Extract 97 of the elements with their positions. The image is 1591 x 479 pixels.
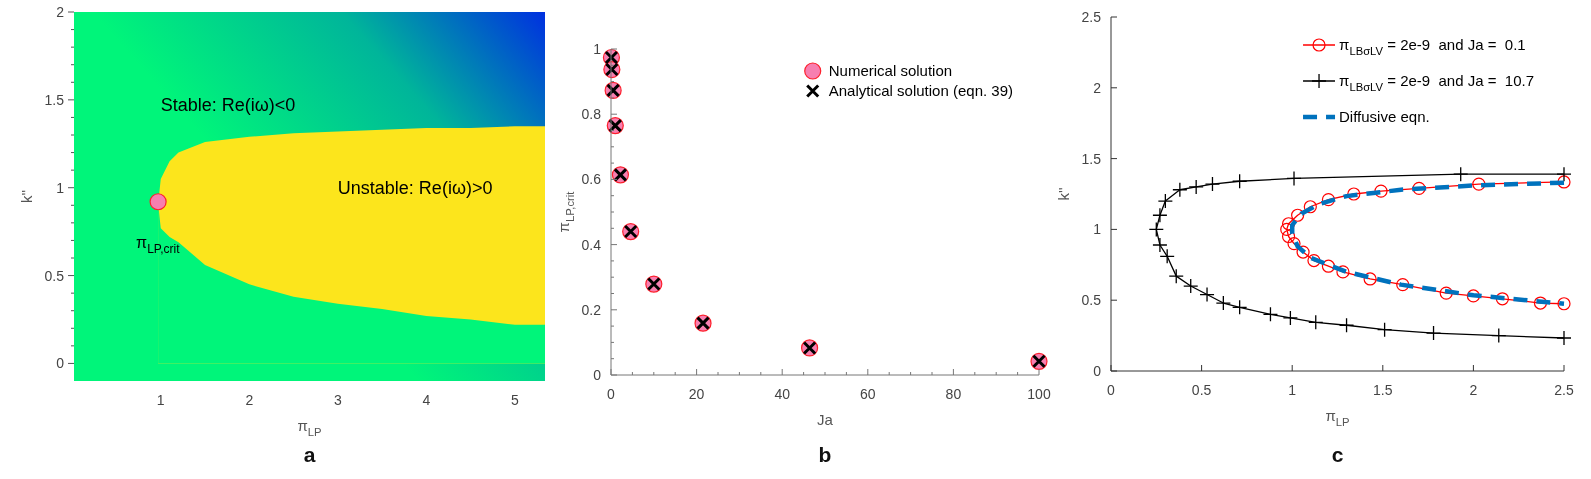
- y-tick-label: 0: [1093, 363, 1102, 379]
- legend-label: π$_{LBσ}$$_{LV}$ = 2e-9 and Ja = 0.1: [1339, 36, 1526, 57]
- x-tick-label: 4: [422, 392, 431, 408]
- text: c: [1331, 443, 1344, 466]
- y-tick-label: 0.6: [581, 171, 602, 188]
- y-tick-label: 0: [56, 355, 65, 372]
- annotation: Stable: Re(iω)<0: [160, 95, 296, 116]
- x-tick-label: 80: [945, 386, 962, 402]
- point: [1262, 306, 1279, 323]
- point: [1281, 229, 1296, 244]
- point: [1199, 286, 1215, 303]
- point: [1296, 245, 1310, 259]
- point: [1376, 322, 1393, 338]
- y-tick-label: 1.5: [1081, 150, 1102, 167]
- x-tick-label: 40: [774, 386, 791, 402]
- text: b: [818, 443, 832, 466]
- point: [1215, 295, 1231, 311]
- point: [1425, 325, 1442, 341]
- x-tick-label: 1: [156, 392, 165, 408]
- x-tick-label: 1.5: [1373, 382, 1393, 398]
- point: [1556, 330, 1572, 346]
- y-tick-label: 1: [593, 41, 602, 57]
- point: [1338, 317, 1355, 333]
- x-tick-label: 100: [1027, 386, 1051, 402]
- point: [1453, 166, 1469, 182]
- point: [1533, 296, 1548, 310]
- y-tick-label: 1: [56, 179, 65, 196]
- x-axis-title: Ja: [817, 411, 834, 428]
- legend-label: Numerical solution: [828, 62, 953, 79]
- annotation: π$_{LP,crit}$: [136, 233, 181, 256]
- point: [1556, 166, 1572, 182]
- point: [1374, 184, 1388, 198]
- y-tick-label: 0.4: [581, 236, 602, 253]
- point: [1347, 187, 1361, 201]
- x-tick-label: 1: [1288, 382, 1297, 398]
- point: [1439, 286, 1453, 300]
- point: [1396, 278, 1410, 292]
- point: [1412, 181, 1426, 195]
- x-tick-label: 60: [860, 386, 876, 402]
- point: [1152, 237, 1168, 253]
- x-tick-label: 0: [1107, 382, 1116, 398]
- x-axis-title: π$_{LP}$: [297, 417, 322, 438]
- y-tick-label: 2.5: [1081, 9, 1102, 25]
- annotation: Unstable: Re(iω)>0: [337, 177, 493, 198]
- point: [1321, 259, 1336, 273]
- y-tick-label: 0: [593, 367, 602, 383]
- y-tick-label: 2: [56, 4, 65, 20]
- text: a: [303, 443, 316, 466]
- point: [1287, 236, 1301, 251]
- point: [1204, 176, 1221, 192]
- x-tick-label: 5: [511, 392, 519, 408]
- point: [1159, 248, 1175, 264]
- point: [1495, 292, 1509, 306]
- point: [1148, 221, 1164, 238]
- point: [1307, 253, 1321, 268]
- x-tick-label: 0: [607, 386, 616, 402]
- legend-label: Analytical solution (eqn. 39): [828, 82, 1013, 99]
- x-tick-label: 0.5: [1191, 382, 1212, 398]
- point: [1557, 297, 1571, 311]
- x-tick-label: 2.5: [1554, 382, 1574, 398]
- x-tick-label: 2: [1469, 382, 1478, 398]
- x-tick-label: 20: [688, 386, 705, 402]
- point: [1286, 170, 1302, 187]
- point: [1303, 200, 1317, 214]
- point: [1363, 272, 1377, 286]
- point: [1466, 289, 1480, 303]
- y-axis-title: k'': [1055, 187, 1072, 201]
- point: [1172, 182, 1188, 198]
- y-tick-label: 1: [1093, 221, 1102, 238]
- legend-label: π$_{LBσ}$$_{LV}$ = 2e-9 and Ja = 10.7: [1339, 72, 1534, 93]
- point: [1336, 265, 1350, 279]
- point: [1281, 217, 1296, 231]
- point: [1557, 175, 1571, 189]
- point: [1282, 310, 1299, 326]
- point: [1168, 268, 1184, 284]
- point: [1491, 327, 1507, 344]
- point: [1232, 173, 1248, 189]
- y-tick-label: 1.5: [44, 91, 65, 108]
- x-tick-label: 3: [333, 392, 342, 408]
- x-axis-title: π$_{LP}$: [1325, 407, 1350, 428]
- point: [1152, 207, 1168, 223]
- point: [1232, 299, 1248, 315]
- y-axis-title: k'': [18, 189, 35, 204]
- point: [1188, 179, 1204, 195]
- point: [1321, 193, 1336, 207]
- y-tick-label: 0.2: [581, 301, 602, 318]
- y-tick-label: 0.5: [1081, 292, 1102, 309]
- point: [1157, 193, 1174, 209]
- x-tick-label: 2: [245, 392, 254, 408]
- point: [1308, 314, 1324, 330]
- point: [1183, 278, 1199, 294]
- point: [1291, 208, 1305, 222]
- y-tick-label: 0.8: [581, 106, 602, 123]
- y-tick-label: 2: [1093, 79, 1102, 96]
- legend-label: Diffusive eqn.: [1339, 108, 1430, 125]
- y-tick-label: 0.5: [44, 267, 65, 284]
- point: [1472, 177, 1486, 191]
